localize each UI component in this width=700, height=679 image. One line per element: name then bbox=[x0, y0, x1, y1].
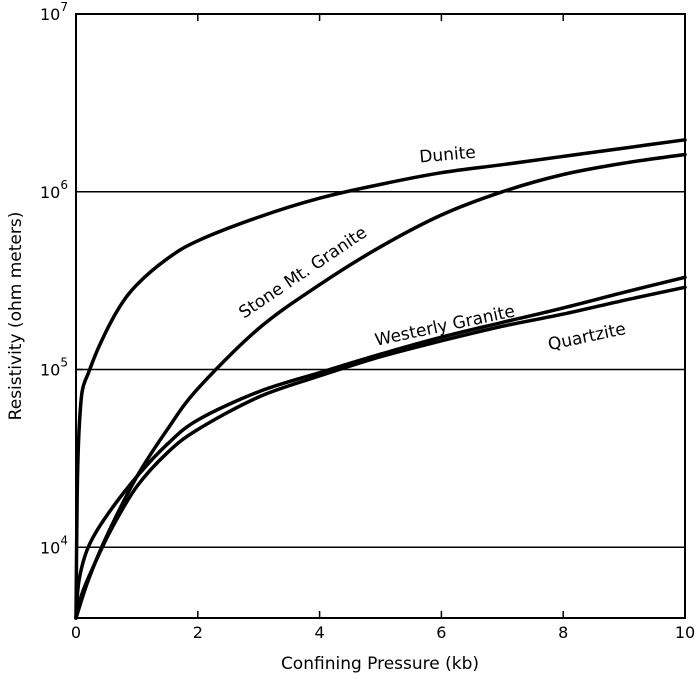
axis-ticks: 0 2 4 6 8 10 104 105 106 107 bbox=[40, 0, 695, 642]
y-tick-label-3: 107 bbox=[40, 0, 68, 24]
x-tick-label-5: 10 bbox=[675, 623, 695, 642]
label-stone-mt-granite: Stone Mt. Granite bbox=[235, 223, 370, 323]
series-line-quartzite bbox=[74, 285, 687, 620]
series-line-dunite bbox=[74, 138, 687, 620]
x-tick-label-2: 4 bbox=[315, 623, 325, 642]
y-tick-label-1: 105 bbox=[40, 356, 68, 380]
series-layer bbox=[74, 138, 687, 620]
series-line-westerly-granite bbox=[74, 275, 687, 620]
plot-frame bbox=[75, 13, 686, 619]
x-tick-label-1: 2 bbox=[193, 623, 203, 642]
y-tick-label-2: 106 bbox=[40, 178, 68, 202]
x-axis-label: Confining Pressure (kb) bbox=[281, 654, 479, 674]
label-quartzite: Quartzite bbox=[546, 319, 627, 355]
y-tick-label-0: 104 bbox=[40, 533, 68, 557]
y-axis-label: Resistivity (ohm meters) bbox=[6, 212, 26, 421]
label-dunite: Dunite bbox=[419, 143, 477, 168]
x-tick-label-4: 8 bbox=[558, 623, 568, 642]
series-line-stone-mt-granite bbox=[74, 152, 687, 620]
x-tick-label-0: 0 bbox=[71, 623, 81, 642]
x-tick-label-3: 6 bbox=[436, 623, 446, 642]
gridlines bbox=[76, 191, 685, 549]
